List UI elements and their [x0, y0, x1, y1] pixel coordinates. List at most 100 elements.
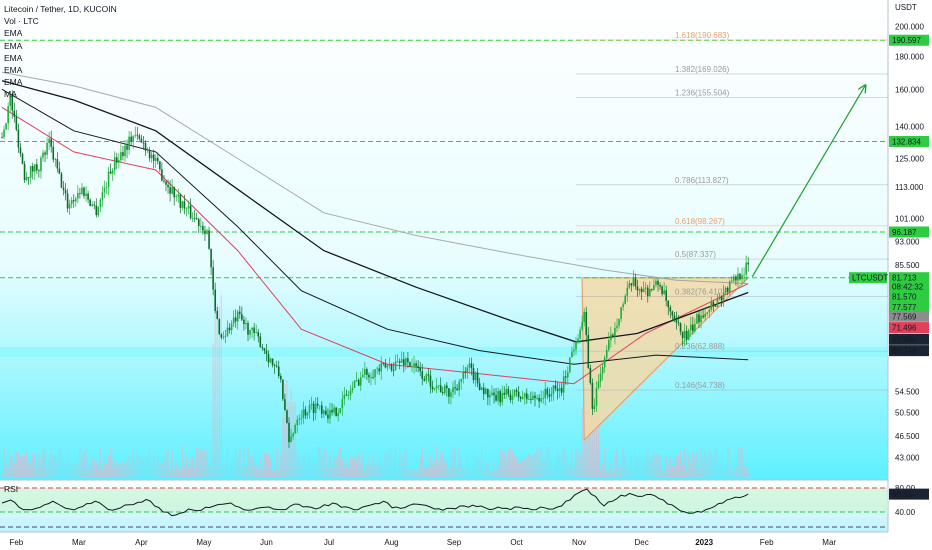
candle-up — [300, 417, 303, 419]
time-axis-tick: Apr — [135, 538, 148, 547]
candle-down — [515, 390, 518, 392]
volume-bar — [146, 454, 149, 478]
price-axis-tick: 46.500 — [895, 432, 920, 441]
candle-down — [636, 286, 639, 291]
price-tag[interactable] — [889, 34, 929, 46]
candle-down — [56, 159, 59, 169]
candle-down — [487, 388, 489, 398]
candle-down — [271, 358, 274, 366]
price-tag[interactable] — [889, 345, 929, 357]
candle-down — [89, 199, 91, 206]
price-tag[interactable] — [889, 280, 929, 292]
volume-bar — [196, 448, 198, 478]
volume-bar — [538, 450, 540, 478]
candle-up — [632, 278, 635, 286]
projection-arrow[interactable] — [751, 86, 865, 278]
candle-up — [571, 351, 573, 358]
price-tag[interactable] — [889, 272, 929, 284]
volume-bar — [112, 458, 114, 478]
candle-down — [372, 377, 374, 378]
legend-ema-4[interactable]: EMA — [4, 65, 23, 76]
volume-bar — [347, 467, 350, 478]
volume-bar — [132, 448, 134, 478]
candle-down — [421, 371, 424, 379]
candle-up — [433, 388, 436, 390]
volume-bar — [310, 461, 313, 478]
time-axis-tick: Feb — [760, 538, 774, 547]
volume-bar — [212, 343, 214, 478]
candle-up — [343, 394, 346, 400]
volume-bar — [300, 462, 302, 478]
candle-up — [355, 380, 358, 381]
candle-up — [269, 358, 272, 363]
price-tag[interactable] — [889, 226, 929, 238]
candle-up — [411, 366, 413, 368]
candle-down — [126, 145, 128, 150]
symbol-tag[interactable] — [849, 272, 887, 284]
legend-volume[interactable]: Vol · LTC — [4, 16, 39, 27]
candle-up — [118, 160, 120, 163]
volume-bar — [335, 457, 337, 478]
candle-down — [38, 170, 40, 172]
volume-bar — [442, 451, 444, 478]
price-tag[interactable] — [889, 333, 929, 345]
candle-up — [42, 152, 44, 158]
candle-down — [169, 187, 171, 194]
candle-down — [677, 322, 680, 324]
volume-bar — [30, 462, 32, 478]
candle-up — [614, 327, 616, 337]
candle-up — [245, 322, 247, 325]
rsi-line[interactable] — [1, 488, 749, 517]
price-tag[interactable] — [889, 135, 929, 147]
volume-bar — [278, 468, 280, 478]
rsi-label[interactable]: RSI — [4, 484, 19, 494]
candle-up — [175, 196, 178, 198]
volume-bar — [284, 383, 286, 478]
price-tag[interactable] — [889, 322, 929, 334]
time-axis-tick: Aug — [384, 538, 398, 547]
volume-bar — [251, 454, 253, 478]
candle-up — [388, 364, 391, 366]
candle-down — [478, 383, 481, 390]
legend-ema-3[interactable]: EMA — [4, 52, 23, 63]
volume-bar — [1, 471, 3, 478]
legend-ema-5[interactable]: EMA — [4, 77, 23, 88]
candle-up — [690, 324, 692, 331]
volume-bar — [91, 457, 93, 478]
volume-bar — [237, 455, 239, 478]
candle-up — [603, 357, 606, 368]
candle-up — [605, 349, 608, 358]
volume-bar — [372, 453, 374, 478]
volume-bar — [128, 456, 130, 478]
legend-title[interactable]: Litecoin / Tether, 1D, KUCOIN — [4, 4, 117, 14]
legend-ma[interactable]: MA — [4, 89, 17, 100]
price-tag[interactable] — [889, 301, 929, 313]
price-axis-tick: 160.000 — [895, 85, 924, 94]
price-tag[interactable] — [889, 310, 929, 322]
ema-line-4[interactable] — [1, 88, 749, 365]
volume-bar — [317, 446, 319, 478]
candle-up — [468, 363, 471, 368]
volume-bar — [511, 451, 514, 478]
candle-down — [454, 387, 456, 389]
volume-bar — [362, 452, 364, 478]
ema-line-3[interactable] — [1, 80, 749, 343]
volume-bar — [77, 464, 79, 478]
time-axis-tick: Mar — [72, 538, 86, 547]
candle-up — [349, 390, 352, 396]
volume-bar — [433, 460, 436, 478]
price-tag-label: 81.713 — [892, 274, 917, 283]
candle-up — [450, 392, 452, 397]
candle-down — [712, 301, 715, 307]
rsi-value-tag[interactable] — [889, 488, 929, 500]
ema-line-2[interactable] — [1, 71, 749, 285]
legend-ema-1[interactable]: EMA — [4, 28, 23, 39]
legend-ema-2[interactable]: EMA — [4, 40, 23, 51]
volume-bar — [73, 464, 75, 478]
volume-bar — [89, 464, 91, 478]
candle-up — [255, 332, 257, 334]
price-tag[interactable] — [889, 291, 929, 303]
volume-bar — [46, 468, 48, 478]
candle-down — [646, 287, 649, 297]
